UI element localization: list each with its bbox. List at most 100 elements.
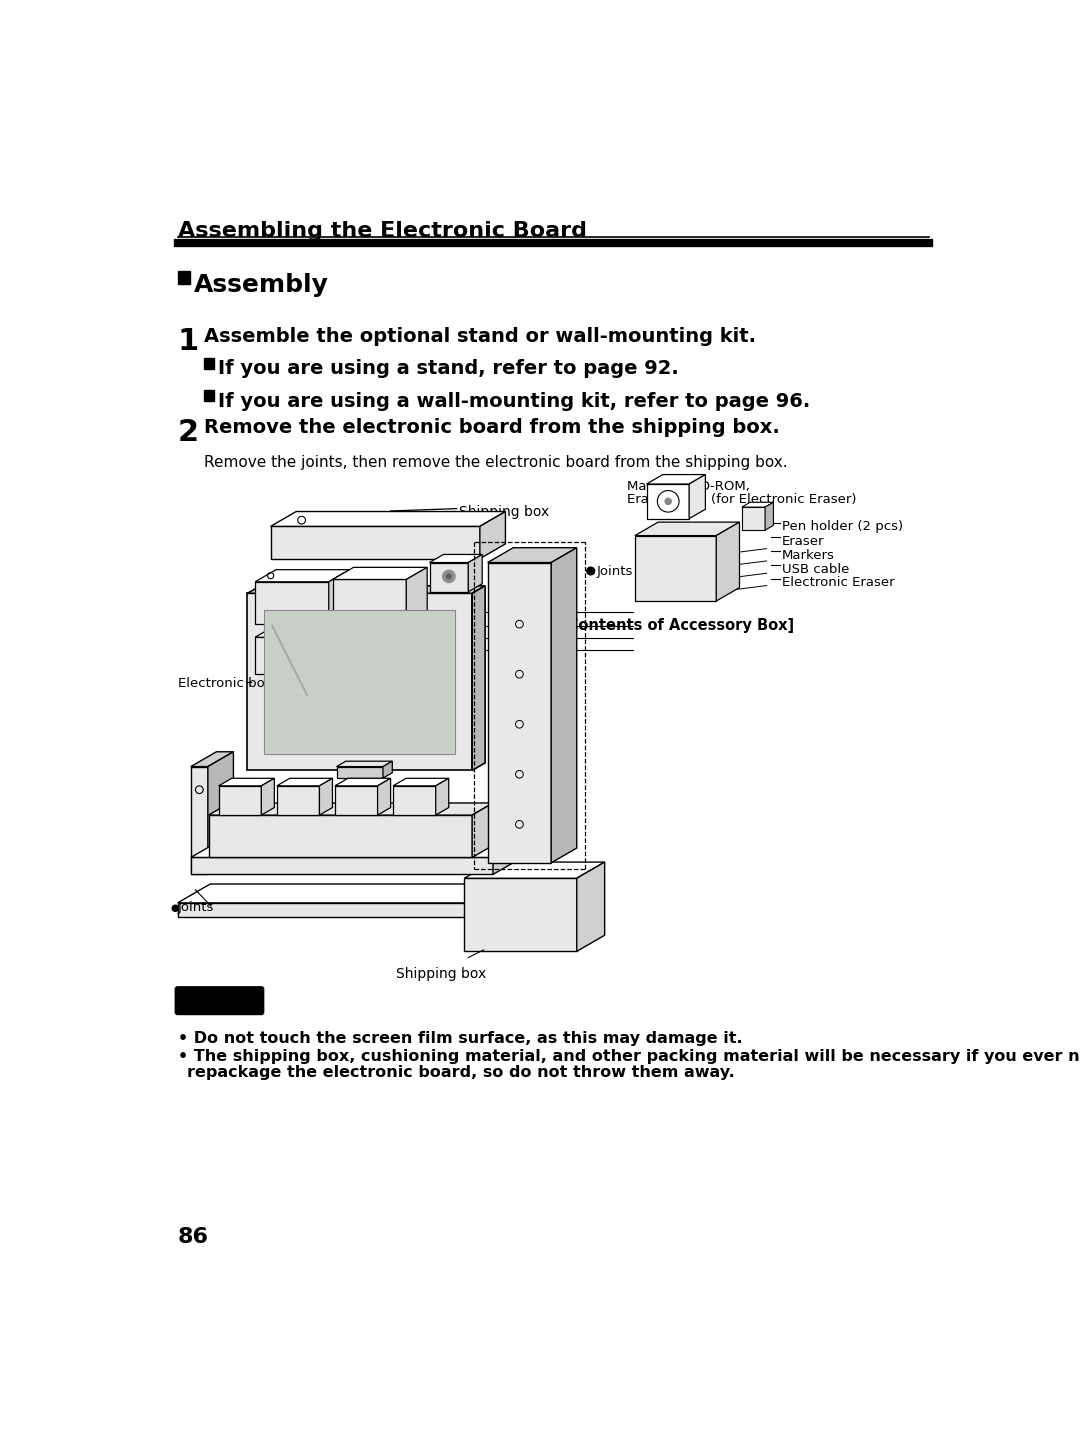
Polygon shape — [430, 562, 469, 592]
Text: Joints: Joints — [596, 565, 633, 578]
Polygon shape — [393, 778, 448, 785]
Text: If you are using a stand, refer to page 92.: If you are using a stand, refer to page … — [218, 359, 678, 378]
Text: Joints: Joints — [177, 901, 214, 914]
Polygon shape — [383, 761, 392, 778]
Polygon shape — [276, 785, 320, 816]
Circle shape — [443, 571, 455, 582]
Text: • The shipping box, cushioning material, and other packing material will be nece: • The shipping box, cushioning material,… — [177, 1049, 1080, 1065]
Polygon shape — [191, 752, 233, 767]
Text: 86: 86 — [177, 1228, 208, 1246]
Text: • Do not touch the screen film surface, as this may damage it.: • Do not touch the screen film surface, … — [177, 1030, 742, 1046]
Text: Caution: Caution — [184, 993, 261, 1012]
Polygon shape — [335, 778, 391, 785]
Polygon shape — [333, 568, 428, 579]
Polygon shape — [276, 778, 333, 785]
Bar — [204, 357, 214, 369]
Text: USB cable: USB cable — [782, 562, 850, 575]
Text: Markers: Markers — [782, 549, 835, 562]
Polygon shape — [191, 767, 207, 875]
Text: 1: 1 — [177, 327, 199, 356]
Text: Thermal transfer film: Thermal transfer film — [276, 624, 418, 637]
Polygon shape — [716, 522, 740, 601]
Polygon shape — [472, 803, 494, 857]
Polygon shape — [635, 522, 740, 536]
Polygon shape — [488, 548, 577, 562]
Text: Assembling the Electronic Board: Assembling the Electronic Board — [177, 220, 586, 241]
Polygon shape — [647, 474, 705, 484]
Polygon shape — [742, 503, 773, 507]
Text: Assembly: Assembly — [194, 272, 328, 297]
Text: Power cord: Power cord — [345, 635, 418, 648]
Circle shape — [665, 499, 672, 504]
Text: Shipping box: Shipping box — [459, 504, 550, 519]
Polygon shape — [689, 474, 705, 519]
Polygon shape — [464, 878, 577, 951]
Polygon shape — [742, 507, 765, 530]
Polygon shape — [247, 594, 472, 771]
Circle shape — [172, 905, 178, 911]
Polygon shape — [298, 630, 312, 674]
Bar — [177, 271, 190, 284]
Polygon shape — [337, 767, 383, 778]
Polygon shape — [511, 883, 543, 916]
Polygon shape — [378, 778, 391, 816]
Polygon shape — [393, 785, 435, 816]
Polygon shape — [255, 637, 298, 674]
Text: Eraser cloth (for Electronic Eraser): Eraser cloth (for Electronic Eraser) — [627, 493, 856, 506]
Text: Manuals, CD-ROM,: Manuals, CD-ROM, — [627, 480, 750, 493]
Text: Electronic board: Electronic board — [177, 677, 286, 690]
Circle shape — [446, 574, 451, 579]
Polygon shape — [494, 843, 518, 875]
Polygon shape — [177, 904, 511, 916]
Polygon shape — [551, 548, 577, 863]
Polygon shape — [337, 761, 392, 767]
Polygon shape — [191, 843, 518, 857]
Polygon shape — [435, 778, 448, 816]
Polygon shape — [208, 816, 472, 857]
Polygon shape — [472, 586, 485, 771]
Polygon shape — [328, 569, 350, 624]
Circle shape — [586, 568, 595, 575]
Text: 2: 2 — [177, 418, 199, 447]
Text: Shipping box: Shipping box — [396, 967, 486, 981]
Text: Electronic Eraser: Electronic Eraser — [782, 576, 894, 589]
FancyBboxPatch shape — [175, 987, 264, 1014]
Polygon shape — [191, 857, 494, 875]
Polygon shape — [635, 536, 716, 601]
Text: repackage the electronic board, so do not throw them away.: repackage the electronic board, so do no… — [187, 1065, 734, 1079]
Text: [Contents of Accessory Box]: [Contents of Accessory Box] — [561, 618, 794, 633]
Polygon shape — [430, 555, 482, 562]
Polygon shape — [320, 778, 333, 816]
Polygon shape — [207, 752, 233, 875]
Polygon shape — [247, 586, 485, 594]
Polygon shape — [577, 862, 605, 951]
Polygon shape — [335, 785, 378, 816]
Polygon shape — [333, 579, 406, 630]
Text: If you are using a wall-mounting kit, refer to page 96.: If you are using a wall-mounting kit, re… — [218, 392, 810, 411]
Polygon shape — [480, 512, 505, 559]
Polygon shape — [765, 503, 773, 530]
Polygon shape — [261, 778, 274, 816]
Polygon shape — [218, 785, 261, 816]
Polygon shape — [271, 512, 505, 526]
Text: Remove the joints, then remove the electronic board from the shipping box.: Remove the joints, then remove the elect… — [204, 455, 787, 470]
Text: Assemble the optional stand or wall-mounting kit.: Assemble the optional stand or wall-moun… — [204, 327, 756, 346]
Text: Remove the electronic board from the shipping box.: Remove the electronic board from the shi… — [204, 418, 780, 437]
Polygon shape — [208, 803, 494, 816]
Polygon shape — [218, 778, 274, 785]
Text: Eraser: Eraser — [782, 535, 825, 548]
Polygon shape — [271, 526, 480, 559]
Polygon shape — [647, 484, 689, 519]
Text: Batteries (6 pcs): Batteries (6 pcs) — [308, 648, 418, 661]
Polygon shape — [406, 568, 428, 630]
Polygon shape — [464, 862, 605, 878]
Polygon shape — [488, 562, 551, 863]
Polygon shape — [255, 630, 312, 637]
Polygon shape — [255, 582, 328, 624]
Polygon shape — [255, 569, 350, 582]
Polygon shape — [469, 555, 482, 592]
Polygon shape — [177, 883, 543, 904]
Text: Pen holder (2 pcs): Pen holder (2 pcs) — [782, 520, 903, 533]
Polygon shape — [265, 611, 455, 754]
Bar — [204, 391, 214, 401]
